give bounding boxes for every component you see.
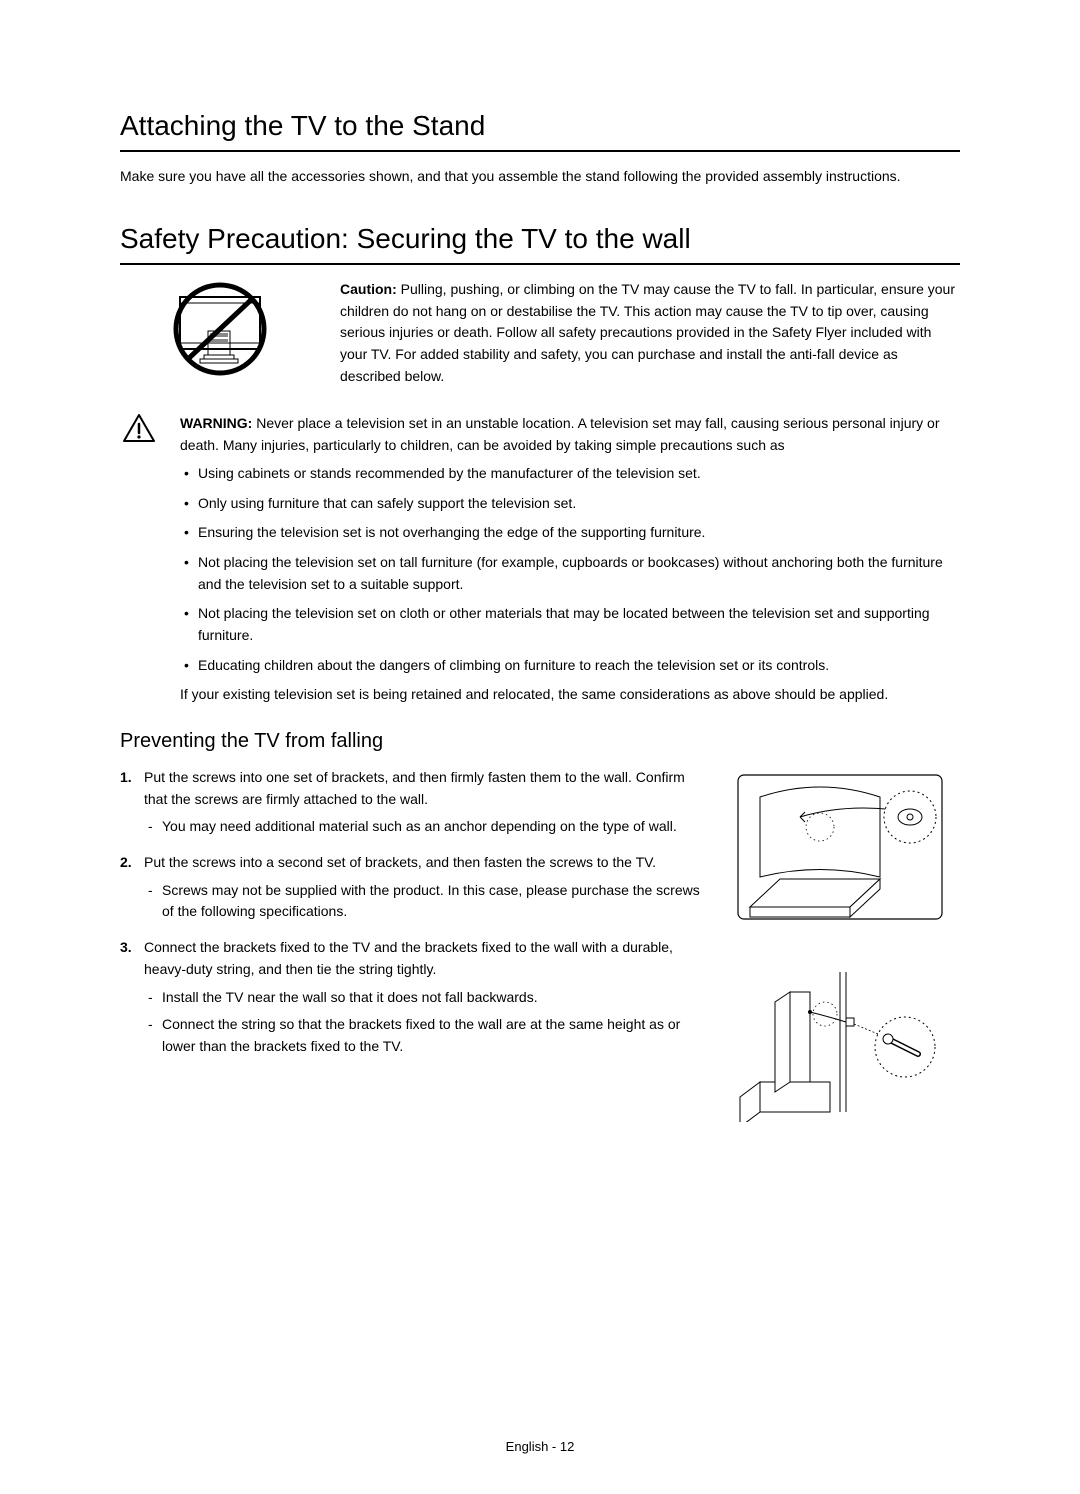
step-sub: You may need additional material such as…	[144, 816, 700, 838]
preventing-heading: Preventing the TV from falling	[120, 730, 960, 753]
warning-text: Never place a television set in an unsta…	[180, 415, 939, 453]
step-item: Put the screws into a second set of brac…	[120, 852, 700, 923]
step-text: Put the screws into a second set of brac…	[144, 854, 656, 870]
warning-bullet: Ensuring the television set is not overh…	[180, 522, 960, 544]
warning-label: WARNING:	[180, 415, 252, 431]
attaching-heading: Attaching the TV to the Stand	[120, 110, 960, 152]
step-item: Connect the brackets fixed to the TV and…	[120, 937, 700, 1057]
warning-block: WARNING: Never place a television set in…	[120, 413, 960, 712]
step-sub: Connect the string so that the brackets …	[144, 1014, 700, 1057]
warning-bullet: Educating children about the dangers of …	[180, 655, 960, 677]
tv-wall-bracket-top-diagram	[730, 767, 960, 932]
step-sub: Install the TV near the wall so that it …	[144, 987, 700, 1009]
step-sub: Screws may not be supplied with the prod…	[144, 880, 700, 923]
warning-bullet: Not placing the television set on cloth …	[180, 603, 960, 646]
warning-body: WARNING: Never place a television set in…	[180, 413, 960, 712]
caution-text: Caution: Pulling, pushing, or climbing o…	[340, 279, 960, 387]
no-climb-tv-icon	[160, 279, 280, 387]
step-text: Connect the brackets fixed to the TV and…	[144, 939, 673, 977]
step-item: Put the screws into one set of brackets,…	[120, 767, 700, 838]
caution-block: Caution: Pulling, pushing, or climbing o…	[120, 279, 960, 387]
attaching-intro: Make sure you have all the accessories s…	[120, 166, 960, 187]
warning-triangle-icon	[120, 413, 160, 712]
page-footer: English - 12	[0, 1439, 1080, 1454]
steps-list: Put the screws into one set of brackets,…	[120, 767, 700, 1058]
warning-bullet-list: Using cabinets or stands recommended by …	[180, 463, 960, 677]
step-text: Put the screws into one set of brackets,…	[144, 769, 685, 807]
caution-body: Pulling, pushing, or climbing on the TV …	[340, 281, 955, 384]
warning-bullet: Using cabinets or stands recommended by …	[180, 463, 960, 485]
caution-label: Caution:	[340, 281, 397, 297]
safety-heading: Safety Precaution: Securing the TV to th…	[120, 223, 960, 265]
warning-bullet: Not placing the television set on tall f…	[180, 552, 960, 595]
tv-wall-bracket-side-diagram	[730, 962, 960, 1127]
warning-bullet: Only using furniture that can safely sup…	[180, 493, 960, 515]
warning-tail: If your existing television set is being…	[180, 684, 960, 706]
